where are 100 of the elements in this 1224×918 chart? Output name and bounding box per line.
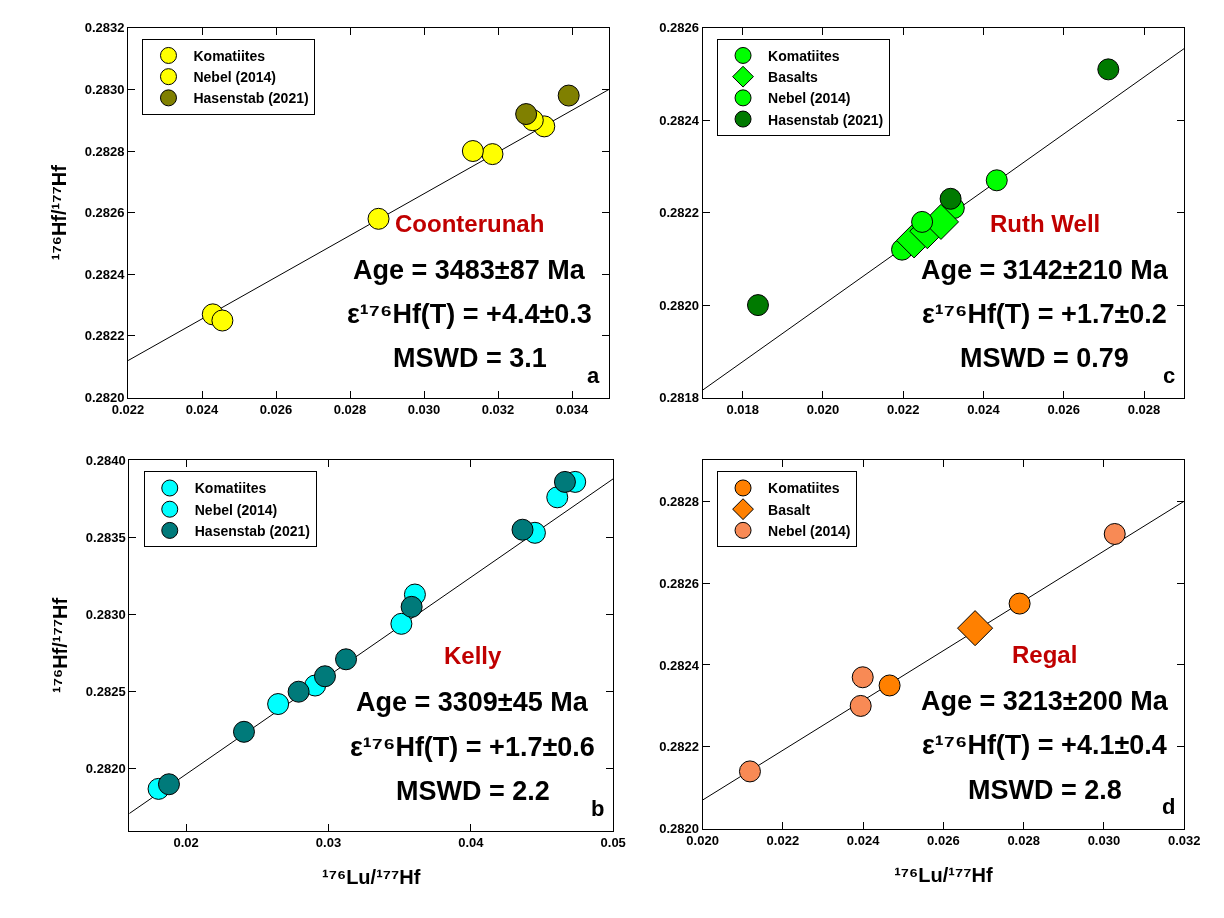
x-tick-label: 0.018 xyxy=(726,402,759,418)
point xyxy=(1008,592,1031,615)
y-tick-label: 0.2825 xyxy=(85,684,126,700)
legend-label: Komatiites xyxy=(768,480,840,497)
y-tick-label: 0.2832 xyxy=(84,20,125,36)
annotation: Age = 3142±210 Ma xyxy=(921,255,1169,285)
x-tick-label: 0.05 xyxy=(600,835,626,851)
x-tick-label: 0.03 xyxy=(315,835,342,851)
annotation: ε¹⁷⁶Hf(T) = +1.7±0.2 xyxy=(922,299,1167,329)
annotation: MSWD = 0.79 xyxy=(960,343,1129,373)
point xyxy=(849,694,872,717)
x-tick-label: 0.024 xyxy=(185,402,220,418)
annotation: d xyxy=(1162,794,1176,819)
point xyxy=(211,309,234,332)
x-tick-label: 0.024 xyxy=(967,402,1001,418)
annotation: Kelly xyxy=(444,642,503,669)
annotation: b xyxy=(591,796,605,821)
legend-label: Komatiites xyxy=(768,47,840,64)
point xyxy=(746,294,769,317)
legend-label: Hasenstab (2021) xyxy=(194,522,310,539)
legend-label: Nebel (2014) xyxy=(768,522,851,539)
annotation: ε¹⁷⁶Hf(T) = +4.4±0.3 xyxy=(347,299,592,329)
y-tick-label: 0.2820 xyxy=(85,761,126,777)
y-tick-label: 0.2826 xyxy=(659,575,699,591)
y-tick-label: 0.2826 xyxy=(84,205,125,221)
y-tick-label: 0.2822 xyxy=(659,205,699,221)
y-tick-label: 0.2840 xyxy=(85,452,126,468)
x-axis-title: ¹⁷⁶Lu/¹⁷⁷Hf xyxy=(322,865,421,888)
point xyxy=(461,140,484,163)
annotation: Coonterunah xyxy=(395,210,545,237)
point xyxy=(335,648,358,671)
point xyxy=(267,693,290,716)
x-tick-label: 0.024 xyxy=(846,833,881,849)
point xyxy=(232,720,255,743)
point xyxy=(957,610,994,647)
point xyxy=(287,680,310,703)
x-tick-label: 0.028 xyxy=(1007,833,1040,849)
annotation: Age = 3213±200 Ma xyxy=(921,686,1169,716)
legend-label: Hasenstab (2021) xyxy=(193,90,309,107)
y-tick-label: 0.2824 xyxy=(659,657,700,673)
x-tick-label: 0.022 xyxy=(886,402,920,418)
y-tick-label: 0.2822 xyxy=(659,739,699,755)
x-tick-label: 0.034 xyxy=(555,402,590,418)
legend-label: Basalts xyxy=(768,69,819,86)
x-tick-label: 0.032 xyxy=(1167,833,1201,849)
annotation: Ruth Well xyxy=(990,210,1101,237)
y-tick-label: 0.2824 xyxy=(659,112,700,128)
annotation: c xyxy=(1163,363,1176,388)
x-tick-label: 0.026 xyxy=(927,833,960,849)
x-tick-label: 0.032 xyxy=(481,402,515,418)
x-tick-label: 0.028 xyxy=(1127,402,1161,418)
x-tick-label: 0.026 xyxy=(259,402,293,418)
point xyxy=(557,84,580,107)
legend-label: Basalt xyxy=(768,501,811,518)
annotation: MSWD = 2.2 xyxy=(396,776,550,806)
point xyxy=(481,143,504,166)
annotation: MSWD = 3.1 xyxy=(393,343,547,373)
y-tick-label: 0.2822 xyxy=(84,328,125,344)
y-tick-label: 0.2828 xyxy=(84,143,125,159)
y-tick-label: 0.2835 xyxy=(85,529,126,545)
y-tick-label: 0.2820 xyxy=(659,297,699,313)
point xyxy=(511,518,534,541)
x-tick-label: 0.028 xyxy=(333,402,367,418)
point xyxy=(553,470,576,493)
x-tick-label: 0.02 xyxy=(173,835,199,851)
annotation: ε¹⁷⁶Hf(T) = +4.1±0.4 xyxy=(922,730,1167,760)
point xyxy=(1103,522,1126,545)
x-tick-label: 0.030 xyxy=(1087,833,1121,849)
x-tick-label: 0.022 xyxy=(766,833,800,849)
y-tick-label: 0.2818 xyxy=(659,390,699,406)
y-axis-title: ¹⁷⁶Hf/¹⁷⁷Hf xyxy=(48,164,71,261)
legend-label: Komatiites xyxy=(194,480,267,497)
point xyxy=(738,760,761,783)
y-tick-label: 0.2830 xyxy=(85,607,126,623)
point xyxy=(400,595,423,618)
point xyxy=(367,207,390,230)
point xyxy=(390,612,413,635)
x-tick-label: 0.030 xyxy=(407,402,441,418)
legend-label: Hasenstab (2021) xyxy=(768,111,884,128)
annotation: Age = 3309±45 Ma xyxy=(356,687,589,717)
point xyxy=(985,169,1008,192)
point xyxy=(939,187,962,210)
point xyxy=(851,666,874,689)
y-tick-label: 0.2830 xyxy=(84,81,125,97)
y-tick-label: 0.2828 xyxy=(659,493,699,509)
annotation: a xyxy=(587,363,600,388)
point xyxy=(1097,58,1120,81)
x-tick-label: 0.04 xyxy=(458,835,485,851)
annotation: Regal xyxy=(1012,641,1078,668)
point xyxy=(157,773,180,796)
legend-label: Nebel (2014) xyxy=(193,69,276,86)
legend-label: Nebel (2014) xyxy=(768,90,851,107)
point xyxy=(515,103,538,126)
annotation: Age = 3483±87 Ma xyxy=(353,255,586,285)
annotation: MSWD = 2.8 xyxy=(968,775,1122,805)
point xyxy=(313,665,336,688)
x-tick-label: 0.020 xyxy=(806,402,840,418)
x-tick-label: 0.026 xyxy=(1047,402,1081,418)
y-tick-label: 0.2824 xyxy=(84,266,126,282)
legend-label: Nebel (2014) xyxy=(194,501,278,518)
